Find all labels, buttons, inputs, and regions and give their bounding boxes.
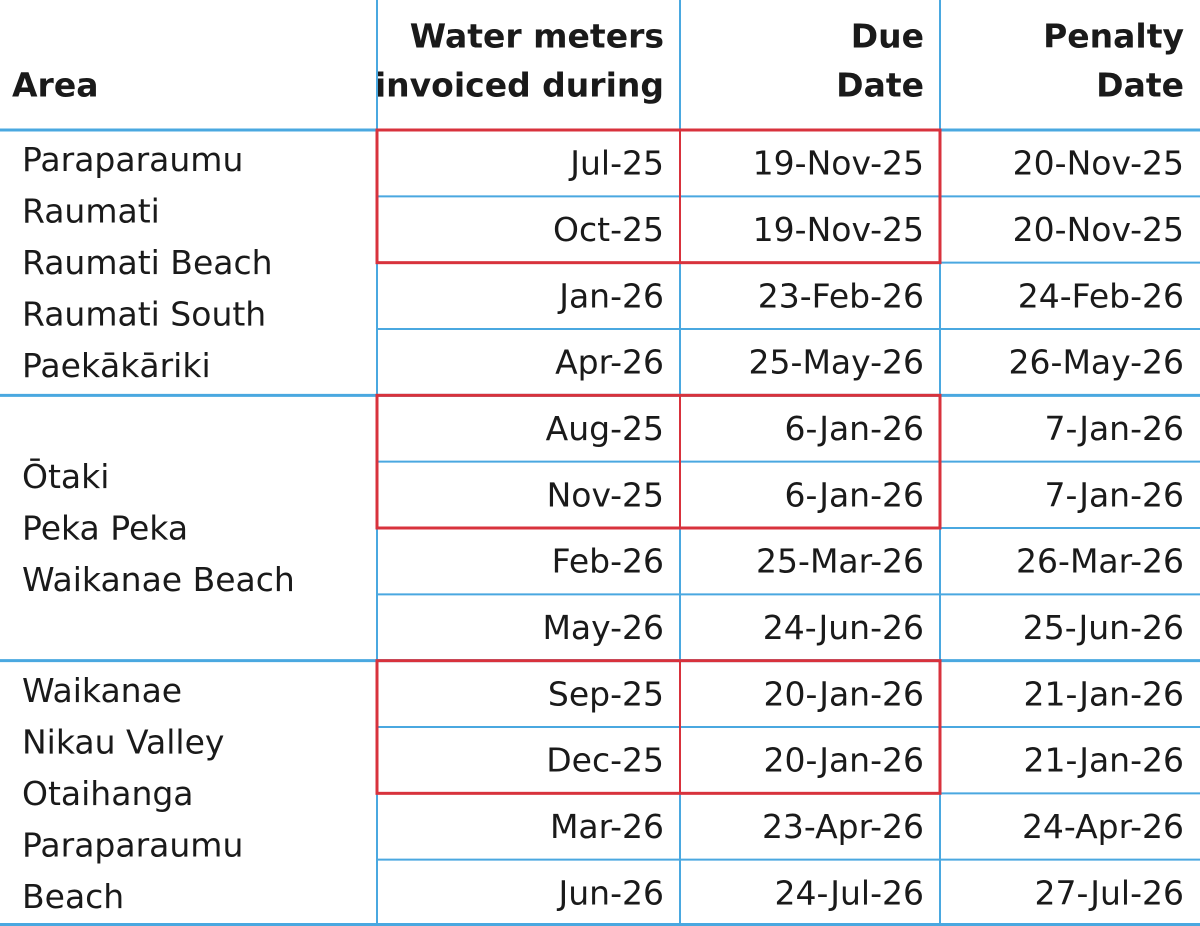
- cell: 24-Jun-26: [763, 608, 924, 647]
- area-name: Paraparaumu: [22, 825, 243, 864]
- area-name: Otaihanga: [22, 774, 194, 813]
- cell: Aug-25: [546, 409, 664, 448]
- cell: 24-Jul-26: [775, 873, 924, 912]
- header-cell: Date: [836, 66, 924, 105]
- area-name: Raumati Beach: [22, 243, 273, 282]
- highlight-box: [375, 128, 942, 265]
- cell: Mar-26: [550, 807, 664, 846]
- cell: 7-Jan-26: [1044, 475, 1184, 514]
- area-name: Paekākāriki: [22, 346, 211, 385]
- area-name: Waikanae Beach: [22, 560, 295, 599]
- cell: Oct-25: [553, 210, 664, 249]
- cell: Jul-25: [568, 144, 664, 183]
- header-cell: Due: [851, 17, 924, 56]
- cell: Jan-26: [557, 276, 664, 315]
- area-name: Beach: [22, 877, 124, 916]
- cell: 25-Jun-26: [1023, 608, 1184, 647]
- area-name: Nikau Valley: [22, 722, 224, 761]
- area-name: Peka Peka: [22, 509, 188, 548]
- cell: 6-Jan-26: [784, 475, 924, 514]
- cell: 20-Nov-25: [1013, 210, 1184, 249]
- header-cell: Date: [1096, 66, 1184, 105]
- area-name: Paraparaumu: [22, 140, 243, 179]
- cell: 21-Jan-26: [1023, 741, 1184, 780]
- highlight-box: [375, 393, 942, 530]
- cell: 25-Mar-26: [756, 542, 924, 581]
- cell: Nov-25: [547, 475, 664, 514]
- cell: Sep-25: [548, 674, 664, 713]
- cell: 23-Feb-26: [758, 276, 924, 315]
- cell: 7-Jan-26: [1044, 409, 1184, 448]
- header-cell: Penalty: [1043, 17, 1184, 56]
- area-name: Raumati South: [22, 295, 266, 334]
- cell: 26-Mar-26: [1016, 542, 1184, 581]
- cell: 20-Nov-25: [1013, 144, 1184, 183]
- area-name: Waikanae: [22, 671, 182, 710]
- cell: Feb-26: [552, 542, 664, 581]
- cell: 21-Jan-26: [1023, 674, 1184, 713]
- cell: 24-Feb-26: [1018, 276, 1184, 315]
- cell: 20-Jan-26: [763, 674, 924, 713]
- header-cell: Area: [12, 66, 98, 105]
- cell: Dec-25: [546, 741, 664, 780]
- cell: May-26: [542, 608, 664, 647]
- header-cell: invoiced during: [375, 66, 664, 105]
- cell: 25-May-26: [749, 343, 924, 382]
- cell: 19-Nov-25: [753, 210, 924, 249]
- highlight-box: [375, 659, 942, 795]
- cell: Apr-26: [555, 343, 664, 382]
- area-name: Ōtaki: [22, 457, 109, 496]
- cell: 20-Jan-26: [763, 741, 924, 780]
- area-name: Raumati: [22, 192, 160, 231]
- cell: 6-Jan-26: [784, 409, 924, 448]
- cell: 26-May-26: [1009, 343, 1184, 382]
- cell: 23-Apr-26: [762, 807, 924, 846]
- header-cell: Water meters: [410, 17, 664, 56]
- cell: 27-Jul-26: [1035, 873, 1184, 912]
- cell: 19-Nov-25: [753, 144, 924, 183]
- cell: 24-Apr-26: [1022, 807, 1184, 846]
- cell: Jun-26: [557, 873, 664, 912]
